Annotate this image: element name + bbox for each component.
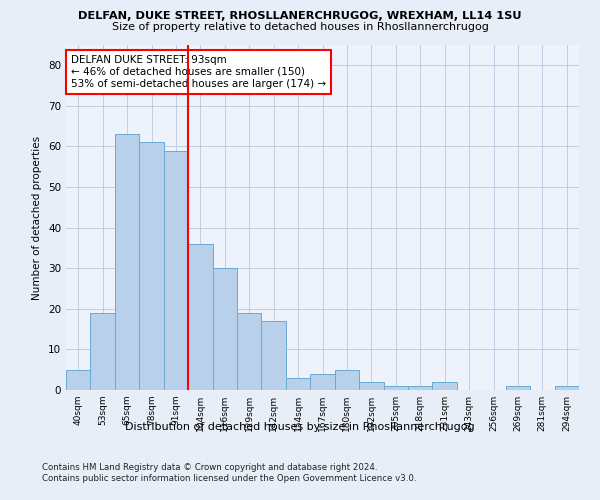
Bar bbox=[91, 313, 115, 390]
Text: Distribution of detached houses by size in Rhosllannerchrugog: Distribution of detached houses by size … bbox=[125, 422, 475, 432]
Bar bbox=[66, 370, 91, 390]
Bar bbox=[188, 244, 212, 390]
Bar bbox=[383, 386, 408, 390]
Bar bbox=[335, 370, 359, 390]
Bar bbox=[115, 134, 139, 390]
Bar bbox=[433, 382, 457, 390]
Bar bbox=[359, 382, 383, 390]
Y-axis label: Number of detached properties: Number of detached properties bbox=[32, 136, 43, 300]
Bar bbox=[139, 142, 164, 390]
Text: Contains HM Land Registry data © Crown copyright and database right 2024.: Contains HM Land Registry data © Crown c… bbox=[42, 462, 377, 471]
Bar bbox=[506, 386, 530, 390]
Bar bbox=[212, 268, 237, 390]
Bar bbox=[262, 321, 286, 390]
Text: Size of property relative to detached houses in Rhosllannerchrugog: Size of property relative to detached ho… bbox=[112, 22, 488, 32]
Bar bbox=[237, 313, 262, 390]
Bar bbox=[310, 374, 335, 390]
Bar bbox=[408, 386, 433, 390]
Text: DELFAN, DUKE STREET, RHOSLLANERCHRUGOG, WREXHAM, LL14 1SU: DELFAN, DUKE STREET, RHOSLLANERCHRUGOG, … bbox=[78, 11, 522, 21]
Text: Contains public sector information licensed under the Open Government Licence v3: Contains public sector information licen… bbox=[42, 474, 416, 483]
Bar bbox=[286, 378, 310, 390]
Bar bbox=[164, 150, 188, 390]
Bar bbox=[554, 386, 579, 390]
Text: DELFAN DUKE STREET: 93sqm
← 46% of detached houses are smaller (150)
53% of semi: DELFAN DUKE STREET: 93sqm ← 46% of detac… bbox=[71, 56, 326, 88]
